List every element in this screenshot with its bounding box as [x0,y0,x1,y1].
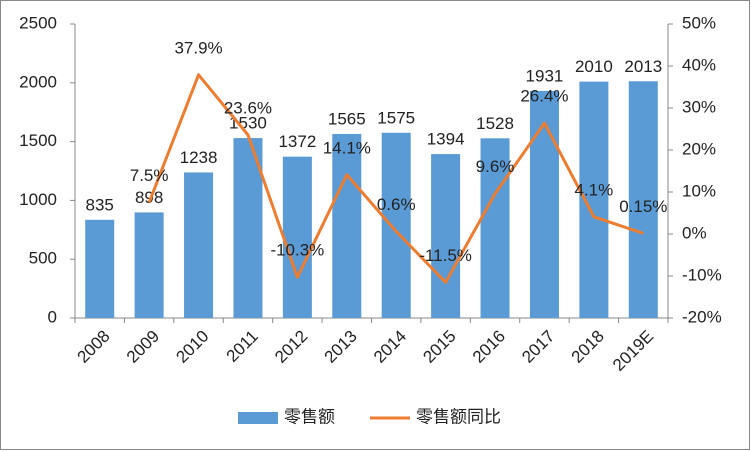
bar-value-label: 1372 [278,132,316,151]
y-tick-label: 2500 [19,13,57,32]
bar-value-label: 2010 [575,57,613,76]
line-value-label: 0.15% [619,197,667,216]
bar [332,133,362,318]
line-value-label: 9.6% [476,157,515,176]
bar [233,138,263,318]
bar [431,154,461,318]
y-tick-label: 0 [48,307,57,326]
bar-value-label: 1394 [427,130,465,149]
bar [184,172,214,318]
line-value-label: 37.9% [174,38,222,57]
y-tick-label: 2000 [19,72,57,91]
legend-swatch [238,412,278,424]
line-value-label: 23.6% [224,98,272,117]
y-tick-label: 500 [29,249,57,268]
bar-value-label: 1528 [476,114,514,133]
bar-value-label: 1575 [377,108,415,127]
bar [85,219,115,318]
y2-tick-label: 30% [682,97,716,116]
y-tick-label: 1500 [19,131,57,150]
bar [282,156,312,318]
y2-tick-label: -20% [682,307,722,326]
legend-label: 零售额 [284,407,335,426]
bar-value-label: 1565 [328,109,366,128]
line [147,73,644,284]
y2-tick-label: -10% [682,265,722,284]
bar [134,212,164,318]
line-value-label: -10.3% [270,241,324,260]
y2-tick-label: 0% [682,223,707,242]
legend-label: 零售额同比 [416,407,501,426]
y-tick-label: 1000 [19,190,57,209]
bar-value-label: 1931 [526,66,564,85]
line-value-label: 26.4% [520,87,568,106]
bar [381,132,411,318]
line-value-label: -11.5% [419,246,472,265]
y2-tick-label: 50% [682,13,716,32]
bar-value-label: 898 [135,188,163,207]
bar-value-label: 835 [86,195,114,214]
y2-tick-label: 10% [682,181,716,200]
bar-value-label: 2013 [624,57,662,76]
bar-value-label: 1238 [180,148,218,167]
bar-value-label: 1530 [229,114,267,133]
line-value-label: 7.5% [130,166,169,185]
y2-tick-label: 20% [682,139,716,158]
line-value-label: 14.1% [323,138,371,157]
bar [480,138,510,318]
y2-tick-label: 40% [682,55,716,74]
line-value-label: 4.1% [575,180,614,199]
bar [628,81,658,318]
bar [529,90,559,318]
line-value-label: 0.6% [377,195,416,214]
